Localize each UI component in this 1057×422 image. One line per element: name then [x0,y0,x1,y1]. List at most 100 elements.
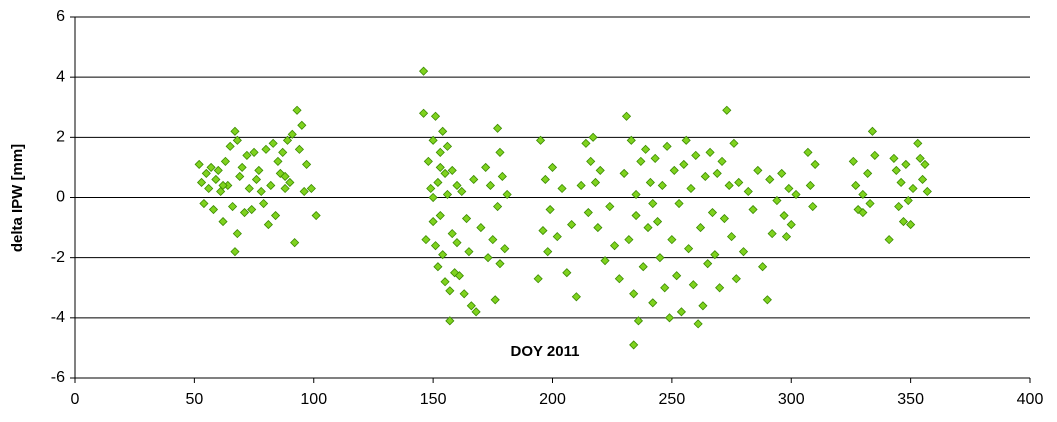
point [633,316,644,326]
point [237,162,247,172]
point [476,223,486,233]
x-tick-label: 300 [778,391,805,408]
point [538,226,548,236]
point [610,241,620,251]
point [261,144,271,154]
y-tick-label: 2 [56,129,65,146]
point [535,135,546,145]
y-tick-label: 6 [56,8,65,25]
point [684,244,694,254]
point [717,156,727,166]
point [302,159,312,169]
point [762,295,772,305]
y-axis-label: delta IPW [mm] [9,144,26,252]
point [707,207,718,218]
point [268,138,278,148]
point [583,207,593,218]
point [894,201,904,212]
point [889,153,899,163]
point [748,204,758,215]
point [619,168,629,178]
point [445,316,455,326]
y-tick-label: -4 [51,309,65,326]
point [488,235,498,245]
point [719,213,729,224]
point [500,244,510,254]
point [204,183,214,194]
point [447,229,457,239]
point [311,210,321,221]
point [588,132,598,142]
point [259,198,269,209]
point [557,183,567,194]
point [306,183,316,194]
point [459,289,469,299]
point [629,289,639,299]
point [256,186,266,197]
point [629,340,639,350]
point [779,210,789,221]
x-tick-label: 0 [71,391,80,408]
point [691,150,701,160]
point [493,123,503,133]
point [698,301,708,311]
point [433,262,443,272]
x-tick-label: 200 [539,391,566,408]
point [621,111,632,121]
point [703,259,713,269]
point [533,274,543,284]
point [469,174,479,185]
point [712,168,722,178]
point [442,141,453,151]
point [641,144,651,154]
point [648,198,658,209]
point [461,213,472,224]
point [543,247,553,257]
point [676,307,686,317]
point [208,204,219,215]
point [758,262,768,272]
point [481,162,491,172]
point [672,271,682,281]
point [781,232,792,242]
point [213,165,223,175]
point [631,210,641,221]
point [851,180,861,191]
point [648,298,658,308]
point [466,301,476,311]
point [655,253,665,263]
point [242,150,252,160]
point [285,177,295,188]
point [438,250,448,260]
point [428,135,438,145]
x-tick-label: 350 [897,391,924,408]
point [426,183,436,194]
point [254,165,264,175]
point [228,201,238,212]
x-tick-label: 250 [659,391,686,408]
point [552,232,562,242]
x-axis-label: DOY 2011 [511,343,580,360]
point [738,247,749,257]
point [249,147,259,157]
point [282,135,293,145]
point [440,277,450,287]
point [230,247,240,257]
point [863,168,873,178]
y-tick-label: 4 [56,68,65,85]
point [273,156,283,166]
point [485,180,495,191]
point [726,232,737,242]
point [294,144,304,154]
x-tick-label: 400 [1017,391,1044,408]
point [915,153,925,163]
point [440,168,450,178]
point [244,183,254,194]
x-tick-label: 50 [185,391,203,408]
point [586,156,596,166]
point [430,111,441,121]
point [540,174,550,185]
point [858,189,868,200]
point [199,198,209,209]
point [220,156,230,166]
